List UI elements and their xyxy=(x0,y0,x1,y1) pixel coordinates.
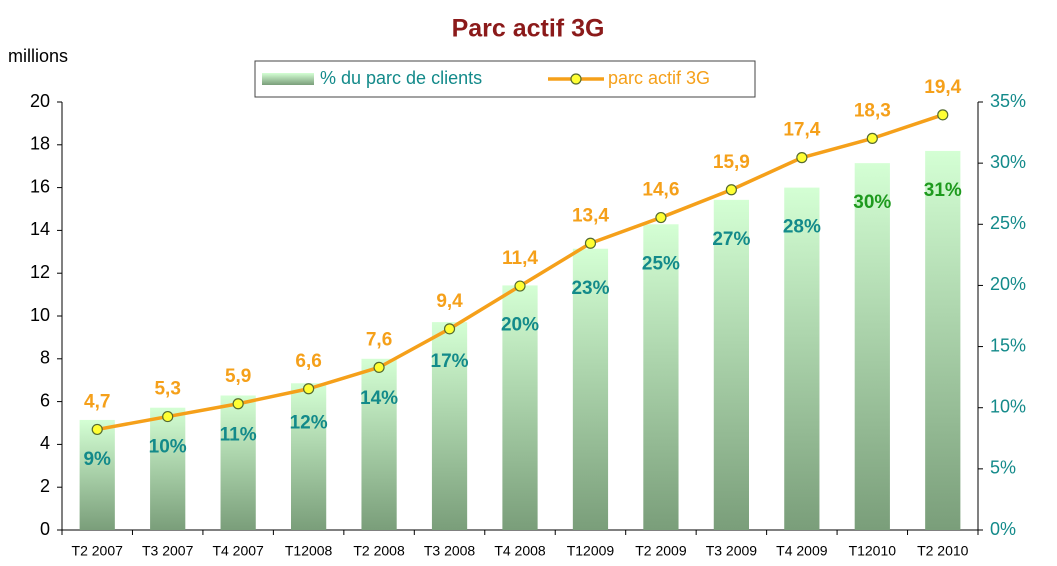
line-marker xyxy=(655,211,667,224)
bar xyxy=(784,187,820,530)
line-marker xyxy=(232,398,244,410)
bar-value-label: 28% xyxy=(783,217,821,238)
line-marker xyxy=(725,184,737,196)
y-tick-label: 14 xyxy=(30,219,50,239)
bar xyxy=(502,285,538,530)
y2-tick-label: 5% xyxy=(990,458,1016,478)
y-tick-label: 16 xyxy=(30,176,50,196)
bar xyxy=(925,150,961,530)
y-axis-label: millions xyxy=(8,46,68,66)
bar xyxy=(79,419,115,530)
x-tick-label: T12010 xyxy=(849,543,897,559)
line-marker xyxy=(514,280,526,292)
legend-label: % du parc de clients xyxy=(320,68,482,88)
bar xyxy=(643,224,679,531)
bar-value-label: 23% xyxy=(571,278,609,299)
bar-value-label: 10% xyxy=(149,437,187,458)
line-value-label: 15,9 xyxy=(713,152,750,173)
line-value-label: 5,3 xyxy=(154,379,180,400)
line-value-label: 6,6 xyxy=(295,351,321,372)
y-tick-label: 10 xyxy=(30,305,50,325)
x-tick-label: T4 2009 xyxy=(776,543,828,559)
bar xyxy=(150,407,186,530)
legend-marker xyxy=(570,73,582,85)
y2-tick-label: 25% xyxy=(990,213,1026,233)
bar-value-label: 14% xyxy=(360,388,398,409)
bar-value-label: 27% xyxy=(712,229,750,250)
bar xyxy=(713,199,749,531)
line-value-label: 13,4 xyxy=(572,205,609,226)
chart-title: Parc actif 3G xyxy=(452,15,605,43)
bar xyxy=(291,383,327,530)
legend-swatch xyxy=(262,73,314,85)
line-value-label: 5,9 xyxy=(225,366,251,387)
y-tick-label: 4 xyxy=(40,433,50,453)
y2-tick-label: 20% xyxy=(990,274,1026,294)
line-value-label: 19,4 xyxy=(924,77,961,98)
y2-tick-label: 35% xyxy=(990,91,1026,111)
x-tick-label: T3 2008 xyxy=(424,543,476,559)
y2-tick-label: 15% xyxy=(990,335,1026,355)
bar xyxy=(572,248,609,530)
line-value-label: 4,7 xyxy=(84,391,110,412)
y-tick-label: 2 xyxy=(40,476,50,496)
line-marker xyxy=(866,132,878,144)
line-marker xyxy=(91,423,103,436)
line-value-label: 11,4 xyxy=(502,248,538,269)
line-marker xyxy=(443,323,456,335)
bar-value-label: 12% xyxy=(290,412,328,433)
bar xyxy=(220,395,256,530)
line-marker xyxy=(162,410,174,423)
x-tick-label: T2 2010 xyxy=(917,543,969,559)
line-marker xyxy=(303,383,315,395)
x-tick-label: T4 2007 xyxy=(212,543,264,559)
y2-tick-label: 10% xyxy=(990,396,1026,416)
line-value-label: 17,4 xyxy=(783,120,820,141)
line-value-label: 9,4 xyxy=(436,291,463,312)
x-tick-label: T12009 xyxy=(567,543,615,559)
y2-tick-label: 30% xyxy=(990,152,1026,172)
bar-value-label: 11% xyxy=(220,425,257,446)
y2-tick-label: 0% xyxy=(990,519,1016,539)
y-tick-label: 12 xyxy=(30,262,50,282)
y-tick-label: 20 xyxy=(30,91,50,111)
x-tick-label: T4 2008 xyxy=(494,543,546,559)
y-tick-label: 18 xyxy=(30,134,50,154)
bar-value-label: 20% xyxy=(501,314,539,335)
legend-box xyxy=(254,60,756,98)
bar xyxy=(854,163,890,530)
line-value-label: 18,3 xyxy=(854,100,891,121)
line-value-label: 7,6 xyxy=(366,329,392,350)
line-marker xyxy=(796,152,808,164)
x-tick-label: T2 2007 xyxy=(72,543,124,559)
bar xyxy=(431,322,468,530)
bar-value-label: 30% xyxy=(853,192,891,213)
bar-value-label: 17% xyxy=(431,351,469,372)
bar-value-label: 9% xyxy=(83,449,111,470)
x-tick-label: T2 2008 xyxy=(353,543,405,559)
line-value-label: 14,6 xyxy=(642,180,679,201)
line-marker xyxy=(584,237,597,249)
x-tick-label: T3 2009 xyxy=(706,543,758,559)
line-marker xyxy=(373,361,385,373)
y-tick-label: 8 xyxy=(40,348,50,368)
y-tick-label: 6 xyxy=(40,390,50,410)
y-tick-label: 0 xyxy=(40,519,50,539)
line-marker xyxy=(937,109,949,121)
x-tick-label: T3 2007 xyxy=(142,543,194,559)
bar xyxy=(361,358,397,530)
bar-value-label: 25% xyxy=(642,253,680,274)
legend-label: parc actif 3G xyxy=(608,68,710,88)
x-tick-label: T2 2009 xyxy=(635,543,687,559)
x-tick-label: T12008 xyxy=(285,543,333,559)
bar-value-label: 31% xyxy=(924,180,962,201)
